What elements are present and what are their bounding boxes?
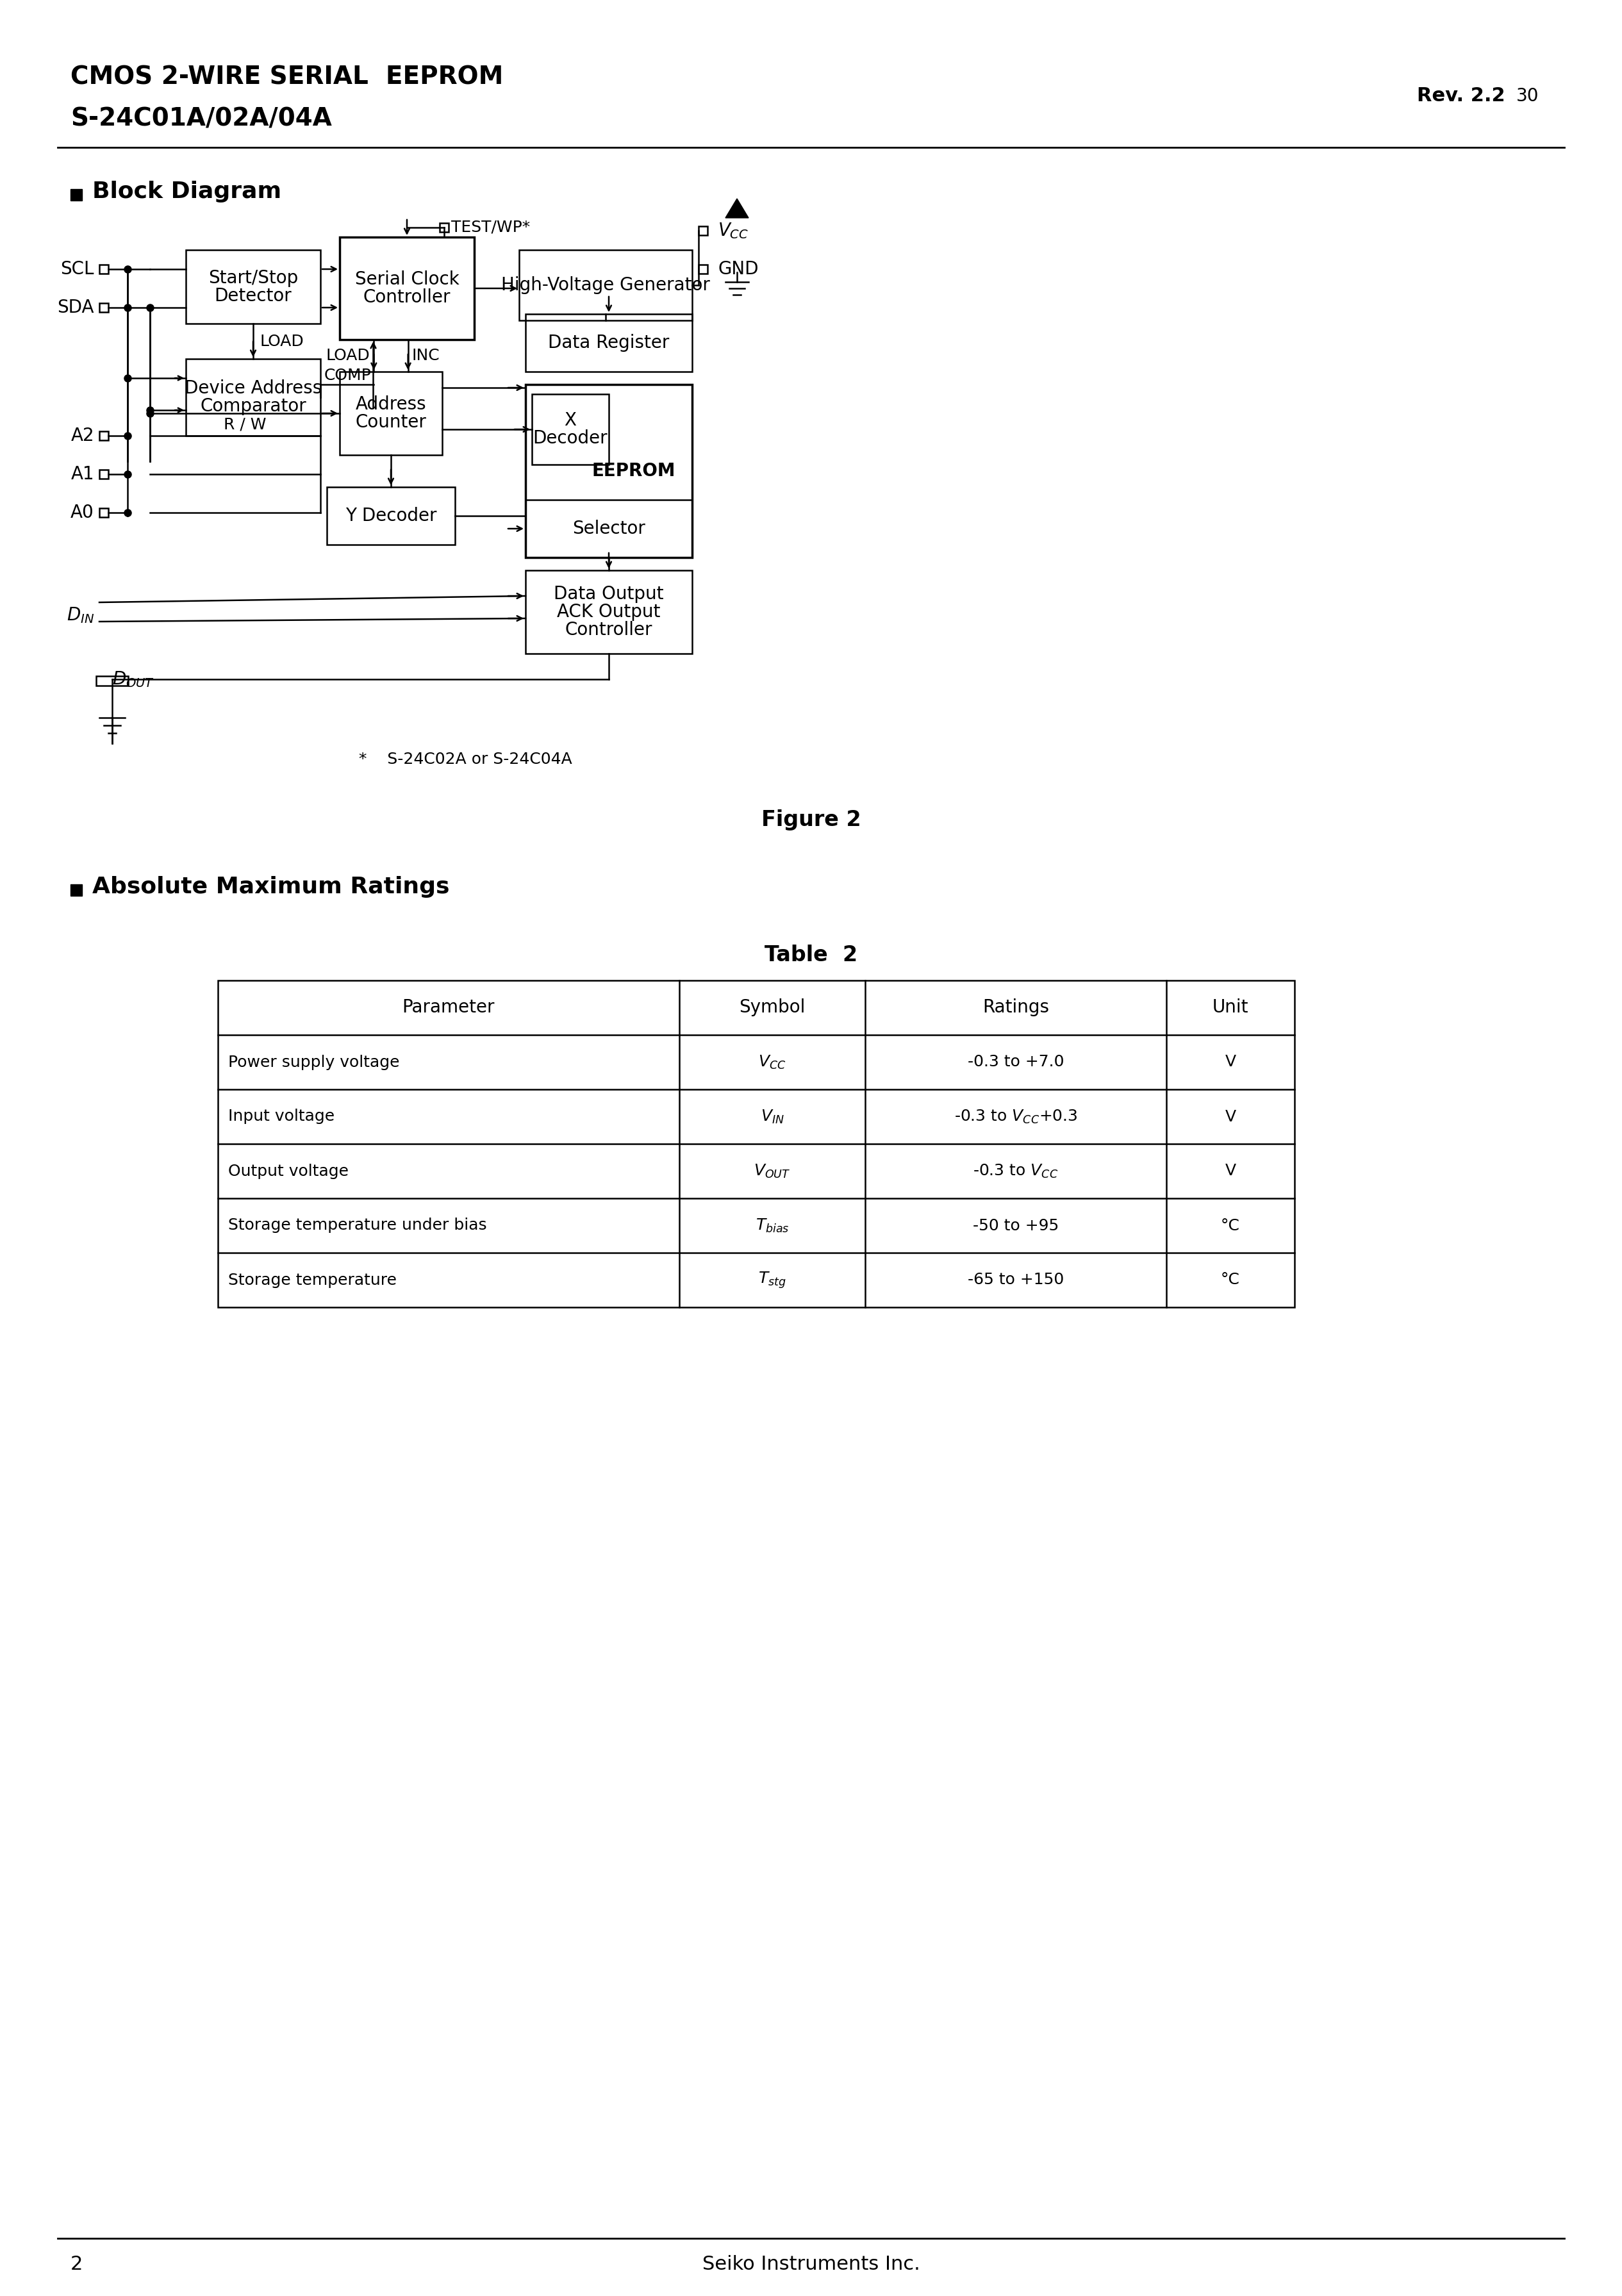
Bar	[99, 264, 109, 273]
Bar	[217, 980, 1294, 1306]
Text: °C: °C	[1221, 1272, 1239, 1288]
Text: GND: GND	[719, 259, 759, 278]
Text: V: V	[1225, 1054, 1236, 1070]
Text: $D_{IN}$: $D_{IN}$	[67, 606, 94, 625]
Bar	[526, 315, 693, 372]
Bar	[70, 188, 83, 200]
Text: Selector: Selector	[573, 519, 646, 537]
Text: High-Voltage Generator: High-Voltage Generator	[501, 276, 710, 294]
Bar	[187, 250, 321, 324]
Text: Data Register: Data Register	[548, 333, 670, 351]
Text: LOAD: LOAD	[260, 333, 303, 349]
Text: Detector: Detector	[214, 287, 292, 305]
Text: Device Address: Device Address	[185, 379, 321, 397]
Text: Absolute Maximum Ratings: Absolute Maximum Ratings	[92, 877, 449, 898]
Text: R / W: R / W	[224, 418, 266, 432]
Polygon shape	[725, 200, 748, 218]
Text: Data Output: Data Output	[553, 585, 663, 604]
Text: $V_{CC}$: $V_{CC}$	[719, 220, 749, 241]
Text: Rev. 2.2: Rev. 2.2	[1418, 87, 1505, 106]
Text: °C: °C	[1221, 1217, 1239, 1233]
Bar	[187, 358, 321, 436]
Text: -0.3 to $V_{CC}$+0.3: -0.3 to $V_{CC}$+0.3	[954, 1109, 1077, 1125]
Text: Block Diagram: Block Diagram	[92, 181, 281, 202]
Text: V: V	[1225, 1109, 1236, 1125]
Text: *    S-24C02A or S-24C04A: * S-24C02A or S-24C04A	[358, 751, 573, 767]
Text: SCL: SCL	[60, 259, 94, 278]
Text: Storage temperature: Storage temperature	[229, 1272, 397, 1288]
Text: Figure 2: Figure 2	[761, 810, 861, 831]
Text: LOAD: LOAD	[326, 349, 370, 363]
Bar	[96, 675, 128, 687]
Text: Parameter: Parameter	[402, 999, 495, 1017]
Text: INC: INC	[412, 349, 440, 363]
Text: Storage temperature under bias: Storage temperature under bias	[229, 1217, 487, 1233]
Text: Start/Stop: Start/Stop	[208, 269, 298, 287]
Text: Controller: Controller	[564, 620, 652, 638]
Text: Decoder: Decoder	[534, 429, 608, 448]
Text: $V_{OUT}$: $V_{OUT}$	[754, 1162, 790, 1180]
Text: $V_{IN}$: $V_{IN}$	[761, 1109, 783, 1125]
Text: Y Decoder: Y Decoder	[345, 507, 436, 526]
Text: Power supply voltage: Power supply voltage	[229, 1054, 399, 1070]
Bar	[519, 250, 693, 321]
Bar	[526, 501, 693, 558]
Text: Table  2: Table 2	[764, 944, 858, 964]
Bar	[526, 383, 693, 558]
Bar	[99, 471, 109, 478]
Bar	[699, 227, 707, 234]
Text: ACK Output: ACK Output	[556, 604, 660, 620]
Text: A2: A2	[71, 427, 94, 445]
Text: -50 to +95: -50 to +95	[973, 1217, 1059, 1233]
Text: -65 to +150: -65 to +150	[968, 1272, 1064, 1288]
Text: A1: A1	[71, 466, 94, 482]
Text: Seiko Instruments Inc.: Seiko Instruments Inc.	[702, 2255, 920, 2273]
Text: 2: 2	[70, 2255, 83, 2273]
Text: $D_{OUT}$: $D_{OUT}$	[112, 670, 154, 689]
Text: Symbol: Symbol	[740, 999, 806, 1017]
Bar	[99, 507, 109, 517]
Text: Unit: Unit	[1212, 999, 1249, 1017]
Text: V: V	[1225, 1164, 1236, 1178]
Text: $T_{stg}$: $T_{stg}$	[757, 1270, 787, 1290]
Text: -0.3 to +7.0: -0.3 to +7.0	[968, 1054, 1064, 1070]
Bar	[328, 487, 456, 544]
Text: Output voltage: Output voltage	[229, 1164, 349, 1178]
Text: A0: A0	[71, 503, 94, 521]
Bar	[339, 236, 474, 340]
Text: Comparator: Comparator	[200, 397, 307, 416]
Text: COMP: COMP	[324, 367, 371, 383]
Bar	[99, 432, 109, 441]
Text: Input voltage: Input voltage	[229, 1109, 334, 1125]
Text: Serial Clock: Serial Clock	[355, 271, 459, 289]
Bar	[526, 569, 693, 654]
Bar	[532, 395, 608, 464]
Text: TEST/WP*: TEST/WP*	[451, 220, 530, 234]
Bar	[699, 264, 707, 273]
Text: EEPROM: EEPROM	[592, 461, 676, 480]
Text: $T_{bias}$: $T_{bias}$	[756, 1217, 790, 1233]
Text: 30: 30	[1517, 87, 1539, 106]
Text: -0.3 to $V_{CC}$: -0.3 to $V_{CC}$	[973, 1162, 1059, 1180]
Bar	[440, 223, 449, 232]
Text: Address: Address	[355, 395, 427, 413]
Text: Counter: Counter	[355, 413, 427, 432]
Text: X: X	[564, 411, 576, 429]
Text: S-24C01A/02A/04A: S-24C01A/02A/04A	[70, 106, 333, 131]
Bar	[99, 303, 109, 312]
Bar	[70, 884, 83, 895]
Text: Controller: Controller	[363, 289, 451, 305]
Text: SDA: SDA	[57, 298, 94, 317]
Text: CMOS 2-WIRE SERIAL  EEPROM: CMOS 2-WIRE SERIAL EEPROM	[70, 64, 503, 90]
Text: $V_{CC}$: $V_{CC}$	[759, 1054, 787, 1070]
Text: Ratings: Ratings	[983, 999, 1049, 1017]
Bar	[339, 372, 443, 455]
